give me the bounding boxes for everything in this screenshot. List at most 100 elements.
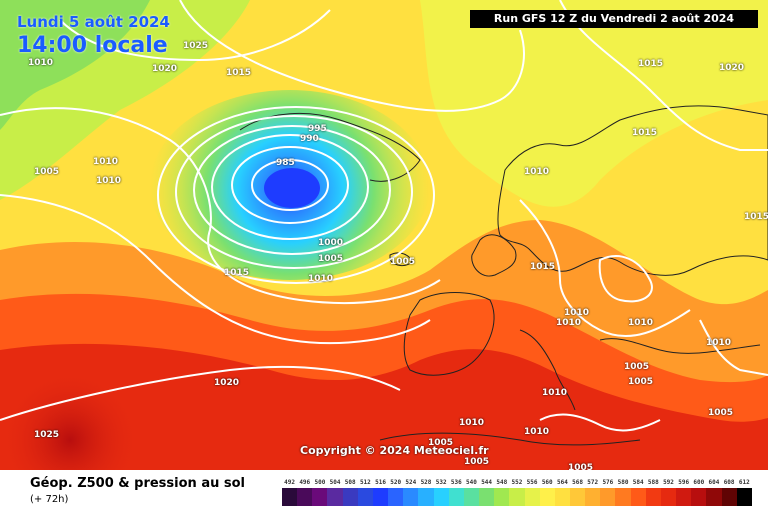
legend-swatch <box>660 488 677 506</box>
legend-value: 592 <box>663 479 674 486</box>
legend-value: 500 <box>314 479 326 486</box>
greenland-coast <box>239 113 421 182</box>
isobar-label: 1015 <box>224 268 250 278</box>
legend-value: 576 <box>602 479 614 486</box>
legend-swatch <box>297 488 313 506</box>
isobar-label: 990 <box>300 134 319 144</box>
legend-swatch <box>736 488 752 506</box>
forecast-time: 14:00 locale <box>17 33 168 58</box>
black-sea-coast <box>599 338 761 354</box>
color-legend <box>282 488 752 506</box>
isobar-label: 1005 <box>34 167 60 177</box>
legend-value: 548 <box>496 479 508 486</box>
legend-swatch <box>706 488 722 506</box>
legend-value: 552 <box>511 479 523 486</box>
legend-value: 608 <box>723 479 735 486</box>
legend-swatch <box>388 488 404 506</box>
legend-value: 600 <box>693 479 705 486</box>
isobar-label: 1005 <box>390 257 416 267</box>
isobar-label: 1020 <box>214 378 240 388</box>
legend-value: 516 <box>375 479 386 486</box>
legend-swatch <box>676 488 692 506</box>
isobar-label: 1005 <box>624 362 650 372</box>
isobar-label: 1025 <box>34 430 60 440</box>
green-zone <box>0 0 150 130</box>
isobar-label: 1010 <box>556 318 582 328</box>
isobar-label: 1010 <box>93 157 119 167</box>
isobar-label: 1010 <box>308 274 334 284</box>
legend-swatch <box>479 488 495 506</box>
legend-value: 540 <box>466 479 477 486</box>
italy-coast <box>519 329 576 411</box>
isobar-label: 1010 <box>706 338 732 348</box>
legend-value: 524 <box>405 479 417 486</box>
isobar-label: 1010 <box>524 427 550 437</box>
forecast-horizon: (+ 72h) <box>30 494 69 505</box>
isobar-label: 1005 <box>568 463 594 473</box>
isobar-label: 985 <box>276 158 295 168</box>
yellow-zone <box>0 0 768 207</box>
legend-swatch <box>585 488 601 506</box>
scandinavia-coast <box>497 105 768 276</box>
isobar-label: 1005 <box>428 438 454 448</box>
legend-swatch <box>372 488 389 506</box>
legend-swatch <box>509 488 525 506</box>
isobar-lines <box>0 0 768 432</box>
legend-swatch <box>282 488 298 506</box>
legend-value: 520 <box>390 479 402 486</box>
legend-value: 612 <box>738 479 750 486</box>
legend-value: 528 <box>420 479 432 486</box>
copyright: Copyright © 2024 Meteociel.fr <box>300 444 489 457</box>
legend-swatch <box>539 488 555 506</box>
isobar-label: 1005 <box>464 457 490 467</box>
legend-swatch <box>615 488 631 506</box>
legend-swatch <box>630 488 646 506</box>
legend-swatch <box>554 488 570 506</box>
legend-swatch <box>463 488 480 506</box>
forecast-date: Lundi 5 août 2024 <box>17 13 170 31</box>
legend-swatch <box>494 488 510 506</box>
legend-swatch <box>357 488 373 506</box>
isobar-label: 1010 <box>542 388 568 398</box>
legend-value: 560 <box>541 479 553 486</box>
legend-values: 492 496 500 504 508 512 516 520 524 528 532 536 540 5… <box>282 479 752 486</box>
british-isles-coast <box>471 234 517 277</box>
legend-value: 512 <box>359 479 371 486</box>
legend-swatch <box>312 488 328 506</box>
legend-value: 564 <box>556 479 568 486</box>
legend-value: 556 <box>526 479 538 486</box>
run-info: Run GFS 12 Z du Vendredi 2 août 2024 <box>470 10 758 28</box>
dark-red-core <box>0 370 200 470</box>
isobar-label: 1005 <box>318 254 344 264</box>
product-title: Géop. Z500 & pression au sol <box>30 476 245 491</box>
isobar-label: 1000 <box>318 238 344 248</box>
isobar-label: 1015 <box>744 212 768 222</box>
isobar-label: 1005 <box>708 408 734 418</box>
iberia-coast <box>403 292 495 376</box>
legend-value: 496 <box>299 479 311 486</box>
low-center <box>264 168 320 208</box>
legend-swatch <box>342 488 358 506</box>
north-africa-coast <box>379 432 641 446</box>
legend-swatch <box>418 488 434 506</box>
legend-value: 572 <box>587 479 599 486</box>
legend-swatch <box>569 488 586 506</box>
legend-value: 596 <box>678 479 690 486</box>
legend-swatch <box>721 488 737 506</box>
isobar-label: 1015 <box>226 68 252 78</box>
isobar-label: 1010 <box>524 167 550 177</box>
isobar-label: 1015 <box>530 262 556 272</box>
legend-value: 536 <box>450 479 462 486</box>
legend-value: 508 <box>344 479 356 486</box>
legend-swatch <box>600 488 616 506</box>
isobar-label: 1010 <box>28 58 54 68</box>
legend-value: 604 <box>708 479 720 486</box>
legend-value: 584 <box>632 479 644 486</box>
legend-swatch <box>645 488 661 506</box>
legend-value: 532 <box>435 479 447 486</box>
legend-swatch <box>448 488 464 506</box>
isobar-label: 995 <box>308 124 327 134</box>
legend-value: 544 <box>481 479 493 486</box>
legend-value: 568 <box>572 479 583 486</box>
